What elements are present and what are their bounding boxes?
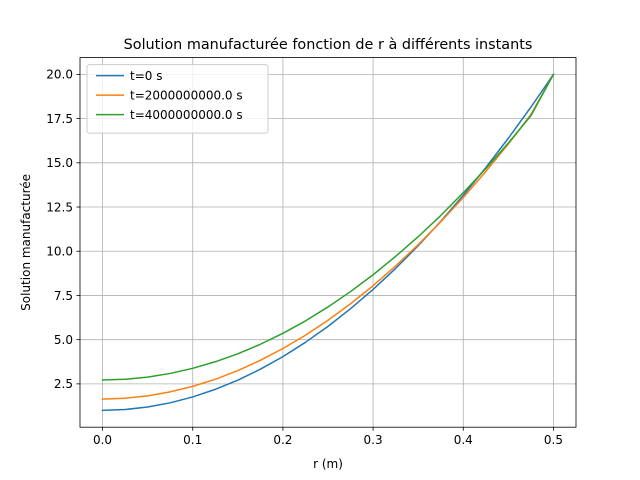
legend: t=0 s t=2000000000.0 s t=4000000000.0 s xyxy=(86,64,269,134)
y-tick-label: 20.0 xyxy=(46,68,73,82)
y-tick-label: 2.5 xyxy=(54,377,73,391)
x-axis-label: r (m) xyxy=(313,457,343,471)
plot-frame xyxy=(79,57,577,428)
legend-box xyxy=(86,64,269,134)
x-tick-label: 0.5 xyxy=(544,433,563,447)
series-line-3 xyxy=(101,73,555,381)
y-axis-label: Solution manufacturée xyxy=(19,174,33,311)
x-tick-label: 0.2 xyxy=(273,433,292,447)
legend-label-3: t=4000000000.0 s xyxy=(130,108,243,122)
y-tick-label: 12.5 xyxy=(46,200,73,214)
axis-ticks: 0.0 0.1 0.2 0.3 0.4 0.5 2.5 5.0 7.5 10.0 12.5 15.0 1… xyxy=(46,68,563,448)
y-tick-label: 15.0 xyxy=(46,156,73,170)
grid xyxy=(80,57,576,428)
series-line-2 xyxy=(101,73,555,400)
plot-lines xyxy=(101,73,555,412)
x-tick-label: 0.3 xyxy=(364,433,383,447)
legend-label-1: t=0 s xyxy=(130,69,162,83)
x-tick-label: 0.0 xyxy=(93,433,112,447)
y-tick-label: 5.0 xyxy=(54,333,73,347)
x-tick-label: 0.4 xyxy=(454,433,473,447)
x-tick-label: 0.1 xyxy=(183,433,202,447)
y-tick-label: 17.5 xyxy=(46,112,73,126)
chart-title: Solution manufacturée fonction de r à di… xyxy=(124,37,533,53)
y-tick-label: 7.5 xyxy=(54,289,73,303)
legend-label-2: t=2000000000.0 s xyxy=(130,88,243,102)
y-tick-label: 10.0 xyxy=(46,245,73,259)
